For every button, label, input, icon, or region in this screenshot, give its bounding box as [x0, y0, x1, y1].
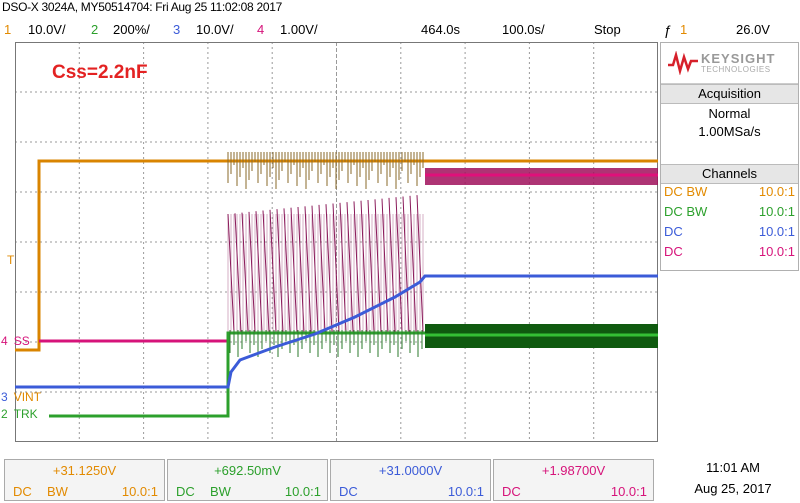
ch2-measure-box[interactable]: +692.50mV DC BW 10.0:1: [167, 459, 328, 501]
keysight-logo: KEYSIGHT TECHNOLOGIES: [661, 43, 798, 84]
ch2-coupling: DC BW: [664, 204, 708, 219]
ch1-noise: [227, 152, 424, 189]
scope-title: DSO-X 3024A, MY50514704: Fri Aug 25 11:0…: [2, 0, 282, 14]
ch3-scale[interactable]: 10.0V/: [196, 22, 234, 37]
ch1-measure-value: +31.1250V: [52, 463, 117, 478]
ch4-measure-coupling: DC: [502, 484, 521, 499]
ch4-measure-value: +1.98700V: [541, 463, 606, 478]
graticule: [15, 42, 658, 442]
info-panel: KEYSIGHT TECHNOLOGIES Acquisition Normal…: [660, 42, 799, 271]
ch2-scale[interactable]: 200%/: [113, 22, 150, 37]
ch4-measure-probe: 10.0:1: [610, 484, 647, 499]
ch4-measure-box[interactable]: +1.98700V DC 10.0:1: [493, 459, 654, 501]
timebase-delay[interactable]: 464.0s: [421, 22, 461, 37]
ch4-marker-num: 4: [1, 334, 8, 348]
ch3-measure-value: +31.0000V: [378, 463, 443, 478]
clock-date: Aug 25, 2017: [694, 481, 772, 496]
ch2-ground-marker[interactable]: 2 TRK: [1, 407, 38, 421]
ch4-scale[interactable]: 1.00V/: [280, 22, 318, 37]
ch2-marker-name: TRK: [13, 407, 38, 421]
ch3-marker-name: VINT: [13, 390, 42, 404]
trigger-level[interactable]: 26.0V: [736, 22, 770, 37]
ch1-coupling: DC BW: [664, 184, 708, 199]
ch2-marker-num: 2: [1, 407, 8, 421]
clock-time: 11:01 AM: [706, 460, 760, 475]
trigger-level-marker[interactable]: T: [7, 253, 15, 267]
channels-title[interactable]: Channels: [661, 164, 798, 184]
ch3-number[interactable]: 3: [173, 22, 181, 37]
rising-edge-trigger-icon[interactable]: ƒ: [664, 22, 672, 38]
ch3-marker-num: 3: [1, 390, 8, 404]
channel-bar: 1 10.0V/ 2 200%/ 3 10.0V/ 4 1.00V/ 464.0…: [0, 20, 770, 40]
ch3-measure-box[interactable]: +31.0000V DC 10.0:1: [330, 459, 491, 501]
ch4-coupling: DC: [664, 244, 683, 259]
measurement-bar: +31.1250V DC BW 10.0:1 +692.50mV DC BW 1…: [4, 459, 654, 501]
acquisition-mode: Normal: [708, 106, 751, 121]
ch1-measure-box[interactable]: +31.1250V DC BW 10.0:1: [4, 459, 165, 501]
ch1-measure-probe: 10.0:1: [121, 484, 158, 499]
brand-name: KEYSIGHT: [701, 51, 776, 66]
ch1-scale[interactable]: 10.0V/: [28, 22, 66, 37]
ch2-measure-value: +692.50mV: [214, 463, 281, 478]
annotation-label: Css=2.2nF: [52, 62, 148, 83]
clock: 11:01 AM Aug 25, 2017: [668, 460, 798, 496]
ch1-probe: 10.0:1: [758, 184, 795, 199]
channel-row-3[interactable]: DC 10.0:1: [664, 224, 795, 242]
brand-sub: TECHNOLOGIES: [701, 65, 771, 74]
ch2-probe: 10.0:1: [758, 204, 795, 219]
ch4-probe: 10.0:1: [758, 244, 795, 259]
ch1-measure-bw: BW: [47, 484, 68, 499]
trigger-channel[interactable]: 1: [680, 22, 688, 37]
ch4-ground-marker[interactable]: 4 SS: [1, 334, 30, 348]
ch2-number[interactable]: 2: [91, 22, 99, 37]
acquisition-title[interactable]: Acquisition: [661, 84, 798, 104]
sample-rate: 1.00MSa/s: [698, 124, 761, 139]
ch1-measure-coupling: DC: [13, 484, 32, 499]
ch3-ground-marker[interactable]: 3 VINT: [1, 390, 41, 404]
ch3-measure-coupling: DC: [339, 484, 358, 499]
ch3-trace: [15, 274, 658, 389]
ch2-measure-probe: 10.0:1: [284, 484, 321, 499]
channel-row-4[interactable]: DC 10.0:1: [664, 244, 795, 262]
time-scale[interactable]: 100.0s/: [502, 22, 545, 37]
ch2-measure-bw: BW: [210, 484, 231, 499]
ch2-measure-coupling: DC: [176, 484, 195, 499]
waveform-display[interactable]: [15, 42, 658, 442]
ch4-number[interactable]: 4: [257, 22, 265, 37]
ch4-marker-name: SS: [13, 334, 30, 348]
channel-row-2[interactable]: DC BW 10.0:1: [664, 204, 795, 222]
channel-row-1[interactable]: DC BW 10.0:1: [664, 184, 795, 202]
ch3-coupling: DC: [664, 224, 683, 239]
run-state[interactable]: Stop: [594, 22, 621, 37]
ch3-probe: 10.0:1: [758, 224, 795, 239]
keysight-wave-icon: [668, 51, 698, 75]
ch1-number[interactable]: 1: [4, 22, 12, 37]
ch4-ramp: [227, 195, 424, 333]
ch3-measure-probe: 10.0:1: [447, 484, 484, 499]
